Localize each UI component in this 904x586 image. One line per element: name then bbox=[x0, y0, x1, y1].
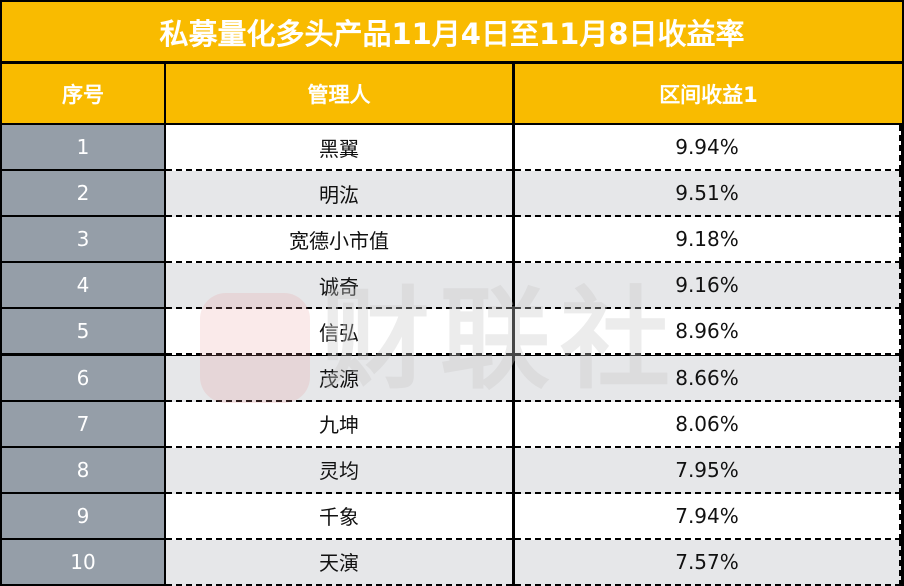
return-cell: 9.16% bbox=[515, 263, 901, 310]
table-row: 8 灵均 7.95% bbox=[0, 447, 904, 494]
return-cell: 8.66% bbox=[515, 355, 901, 402]
index-cell: 1 bbox=[2, 125, 164, 169]
manager-cell: 灵均 bbox=[166, 447, 512, 494]
table-title: 私募量化多头产品11月4日至11月8日收益率 bbox=[2, 2, 902, 61]
manager-cell: 天演 bbox=[166, 539, 512, 586]
return-cell: 7.95% bbox=[515, 447, 901, 494]
index-cell: 3 bbox=[2, 217, 164, 262]
manager-cell: 信弘 bbox=[166, 309, 512, 356]
index-cell: 2 bbox=[2, 171, 164, 216]
return-cell: 9.18% bbox=[515, 217, 901, 264]
table-row: 9 千象 7.94% bbox=[0, 493, 904, 540]
table-row: 4 诚奇 9.16% bbox=[0, 263, 904, 310]
return-cell: 9.94% bbox=[515, 125, 901, 171]
index-cell: 7 bbox=[2, 401, 164, 446]
manager-cell: 茂源 bbox=[166, 355, 512, 402]
index-cell: 6 bbox=[2, 355, 164, 400]
manager-cell: 明汯 bbox=[166, 171, 512, 218]
table-row: 1 黑翼 9.94% bbox=[0, 125, 904, 171]
return-cell: 7.94% bbox=[515, 493, 901, 540]
index-cell: 8 bbox=[2, 447, 164, 492]
return-cell: 8.06% bbox=[515, 401, 901, 448]
header-index: 序号 bbox=[2, 64, 164, 123]
return-cell: 8.96% bbox=[515, 309, 901, 356]
table-row: 6 茂源 8.66% bbox=[0, 355, 904, 402]
manager-cell: 黑翼 bbox=[166, 125, 512, 171]
table-row: 2 明汯 9.51% bbox=[0, 171, 904, 218]
table-row: 3 宽德小市值 9.18% bbox=[0, 217, 904, 264]
manager-cell: 千象 bbox=[166, 493, 512, 540]
header-manager: 管理人 bbox=[166, 64, 512, 123]
table-row: 7 九坤 8.06% bbox=[0, 401, 904, 448]
index-cell: 4 bbox=[2, 263, 164, 308]
table-row: 10 天演 7.57% bbox=[0, 539, 904, 586]
index-cell: 10 bbox=[2, 539, 164, 584]
index-cell: 5 bbox=[2, 309, 164, 354]
manager-cell: 宽德小市值 bbox=[166, 217, 512, 264]
index-cell: 9 bbox=[2, 493, 164, 538]
manager-cell: 九坤 bbox=[166, 401, 512, 448]
table-row: 5 信弘 8.96% bbox=[0, 309, 904, 356]
return-cell: 9.51% bbox=[515, 171, 901, 218]
manager-cell: 诚奇 bbox=[166, 263, 512, 310]
header-return: 区间收益1 bbox=[515, 64, 902, 123]
return-cell: 7.57% bbox=[515, 539, 901, 586]
